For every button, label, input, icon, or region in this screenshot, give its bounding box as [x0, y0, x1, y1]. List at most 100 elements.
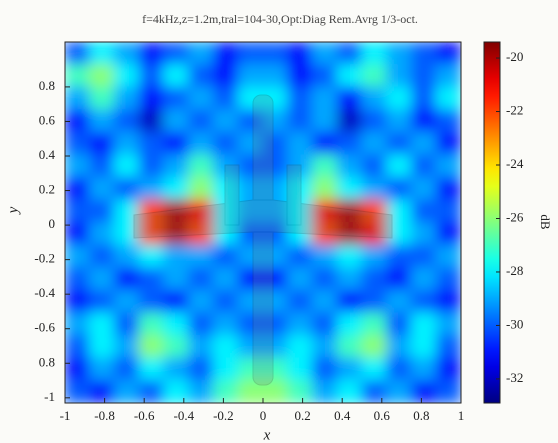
y-tick-label: -0.4 — [34, 285, 55, 300]
heat-cell — [164, 380, 190, 404]
heat-cell — [65, 290, 91, 314]
colorbar-tick-label: -22 — [506, 103, 523, 118]
heat-cell — [65, 154, 91, 178]
heat-cell — [411, 64, 437, 88]
heat-cell — [164, 87, 190, 111]
heat-cell — [89, 267, 115, 291]
heat-cell — [436, 357, 462, 381]
heat-cell — [337, 245, 363, 269]
heat-cell — [362, 132, 388, 156]
heat-cell — [436, 42, 462, 66]
heat-cell — [362, 42, 388, 66]
heat-cell — [362, 154, 388, 178]
heat-cell — [436, 177, 462, 201]
heat-cell — [188, 42, 214, 66]
heat-cell — [362, 64, 388, 88]
heat-cell — [337, 380, 363, 404]
heat-cell — [238, 42, 264, 66]
heat-cell — [89, 87, 115, 111]
heat-cell — [386, 245, 412, 269]
x-tick-label: -1 — [60, 408, 71, 423]
heat-cell — [65, 199, 91, 223]
heat-cell — [287, 380, 313, 404]
heat-cell — [188, 357, 214, 381]
heat-cell — [386, 380, 412, 404]
heat-cell — [139, 312, 165, 336]
heat-cell — [188, 245, 214, 269]
heat-cell — [188, 312, 214, 336]
heat-cell — [89, 132, 115, 156]
colorbar-tick-label: -26 — [506, 209, 524, 224]
heat-cell — [114, 335, 140, 359]
y-axis-label: y — [5, 206, 21, 215]
heat-cell — [213, 380, 239, 404]
colorbar-tick-label: -20 — [506, 49, 523, 64]
heat-cell — [287, 64, 313, 88]
heat-cell — [65, 177, 91, 201]
chart-title: f=4kHz,z=1.2m,tral=104-30,Opt:Diag Rem.A… — [142, 12, 418, 26]
heat-cell — [287, 290, 313, 314]
heat-cell — [213, 290, 239, 314]
heat-cell — [287, 42, 313, 66]
x-tick-label: 0 — [260, 408, 267, 423]
heat-cell — [188, 109, 214, 133]
heat-cell — [337, 267, 363, 291]
heat-cell — [213, 267, 239, 291]
heat-cell — [436, 109, 462, 133]
x-axis-label: x — [263, 427, 271, 443]
heat-cell — [164, 245, 190, 269]
heat-cell — [312, 245, 338, 269]
heat-cell — [188, 267, 214, 291]
heat-cell — [411, 245, 437, 269]
heat-cell — [213, 87, 239, 111]
y-tick-label: -0.6 — [34, 320, 55, 335]
heat-cell — [411, 335, 437, 359]
heat-cell — [411, 312, 437, 336]
heat-cell — [213, 312, 239, 336]
heat-cell — [164, 154, 190, 178]
heat-cell — [213, 357, 239, 381]
x-tick-label: 0.2 — [294, 408, 310, 423]
fuselage — [253, 95, 273, 385]
heat-cell — [337, 357, 363, 381]
heat-cell — [411, 87, 437, 111]
heat-cell — [188, 380, 214, 404]
heat-cell — [89, 199, 115, 223]
heat-cell — [312, 380, 338, 404]
heat-cell — [139, 42, 165, 66]
heat-cell — [436, 222, 462, 246]
heat-cell — [436, 267, 462, 291]
heat-cell — [287, 132, 313, 156]
heat-cell — [139, 154, 165, 178]
heat-cell — [337, 109, 363, 133]
engine — [225, 165, 239, 225]
heat-cell — [65, 42, 91, 66]
x-tick-label: -0.6 — [134, 408, 155, 423]
heat-cell — [164, 132, 190, 156]
heat-cell — [89, 290, 115, 314]
x-tick-label: 0.8 — [413, 408, 429, 423]
heat-cell — [114, 290, 140, 314]
heat-cell — [312, 132, 338, 156]
heat-cell — [362, 245, 388, 269]
heat-cell — [386, 312, 412, 336]
heat-cell — [337, 64, 363, 88]
colorbar-label: dB — [538, 214, 553, 230]
heat-cell — [312, 64, 338, 88]
x-tick-label: -0.2 — [213, 408, 234, 423]
heat-cell — [114, 42, 140, 66]
heat-cell — [65, 380, 91, 404]
y-tick-label: -0.2 — [34, 251, 55, 266]
heat-cell — [411, 222, 437, 246]
heat-cell — [312, 109, 338, 133]
heat-cell — [114, 87, 140, 111]
heat-cell — [164, 42, 190, 66]
heat-cell — [386, 290, 412, 314]
heat-cell — [89, 335, 115, 359]
heat-cell — [89, 177, 115, 201]
colorbar-tick-label: -32 — [506, 370, 523, 385]
heat-cell — [139, 380, 165, 404]
y-tick-label: 0.2 — [39, 182, 55, 197]
heat-cell — [436, 245, 462, 269]
heat-cell — [411, 177, 437, 201]
